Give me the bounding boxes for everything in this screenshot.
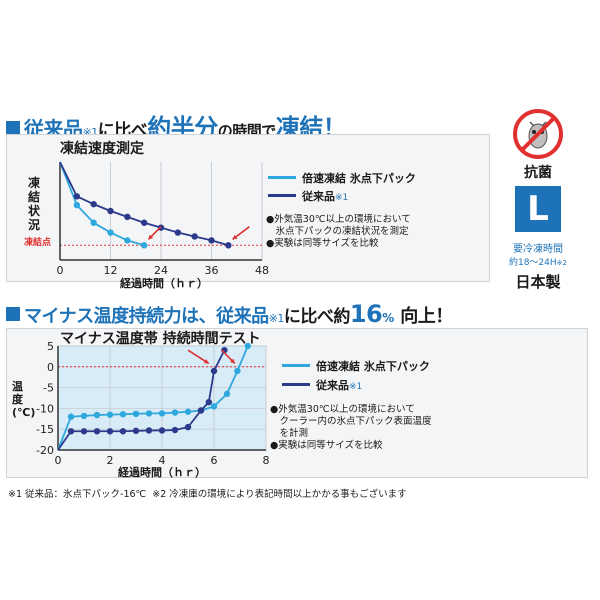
chart2-svg: 0 2 4 6 8 5 0 -5 -10 -15 -20	[36, 340, 270, 467]
data-point-0	[93, 411, 101, 419]
chart1-title: 凍結速度測定	[60, 141, 144, 157]
data-point-0	[132, 410, 140, 418]
data-point-0	[90, 219, 97, 226]
data-point-1	[158, 427, 166, 434]
chart1-panel	[6, 134, 490, 282]
chart1-legend-b: 従来品※1	[268, 188, 348, 204]
data-point-1	[107, 207, 114, 215]
data-point-0	[73, 201, 81, 209]
chart2-title: マイナス温度帯 持続時間テスト	[60, 331, 261, 347]
data-point-1	[225, 242, 232, 249]
data-point-1	[124, 213, 131, 221]
chart2-legend-b: 従来品※1	[282, 377, 362, 393]
y-tick-label: 5	[47, 340, 54, 353]
arrow-series-b-2-head	[203, 359, 209, 364]
data-point-1	[106, 428, 114, 435]
arrow-series-b-head	[232, 234, 238, 240]
data-point-0	[234, 367, 241, 375]
data-point-1	[191, 233, 198, 240]
x-tick-label: 0	[55, 454, 62, 467]
chart1-notes: ●外気温30℃以上の環境において 氷点下パックの凍結状況を測定 ●実験は同等サイ…	[266, 214, 411, 249]
freeze-time-label: 要冷凍時間	[513, 244, 563, 255]
data-point-0	[107, 229, 114, 236]
chart2-notes: ●外気温30℃以上の環境において クーラー内の氷点下パック表面温度 を計測 ●実…	[270, 404, 432, 451]
chart2-legend-a: 倍速凍結 氷点下パック	[282, 358, 430, 374]
data-point-0	[244, 342, 251, 350]
footer-note-2: ※2 冷凍庫の環境により表記時間以上かかる事もございます	[152, 489, 407, 500]
chart2-xlabel: 経過時間（ｈｒ）	[118, 466, 206, 479]
no-germs-icon	[513, 109, 563, 159]
data-point-1	[171, 426, 179, 434]
data-point-0	[210, 403, 218, 410]
data-point-0	[171, 409, 179, 416]
y-tick-label: -5	[43, 382, 54, 395]
x-tick-label: 12	[104, 264, 118, 277]
data-point-0	[119, 411, 127, 418]
square-bullet-icon-2	[6, 307, 20, 321]
x-tick-label: 48	[255, 264, 269, 277]
data-point-0	[223, 390, 231, 398]
data-point-0	[140, 242, 148, 249]
data-point-1	[174, 229, 182, 236]
data-point-0	[158, 410, 166, 417]
data-point-1	[210, 367, 218, 375]
chart1-freeze-label: 凍結点	[24, 238, 52, 248]
antibac-label: 抗菌	[524, 165, 552, 181]
data-point-1	[93, 428, 101, 435]
data-point-0	[145, 410, 153, 417]
y-tick-label: -15	[36, 423, 54, 436]
arrow-series-a-2-head	[230, 358, 235, 364]
chart1-legend-a: 倍速凍結 氷点下パック	[268, 170, 416, 186]
data-point-1	[197, 407, 205, 414]
data-point-0	[124, 237, 131, 244]
x-tick-label: 8	[263, 454, 270, 467]
data-point-0	[106, 411, 114, 418]
x-tick-label: 24	[154, 264, 168, 277]
y-tick-label: -10	[36, 402, 54, 415]
x-tick-label: 2	[107, 454, 114, 467]
legend-swatch-b	[268, 194, 296, 197]
legend-swatch-a-2	[282, 364, 310, 367]
data-point-1	[73, 193, 81, 200]
data-point-1	[67, 428, 75, 435]
chart1-xlabel: 経過時間（ｈｒ）	[120, 277, 208, 290]
data-point-0	[184, 408, 192, 415]
data-point-1	[119, 428, 127, 435]
y-tick-label: -20	[36, 444, 54, 457]
data-point-1	[208, 237, 215, 244]
x-tick-label: 36	[205, 264, 219, 277]
data-point-1	[184, 423, 192, 431]
footer-notes: ※1 従来品：氷点下パック-16℃ ※2 冷凍庫の環境により表記時間以上かかる事…	[8, 486, 407, 500]
series-line-0	[59, 161, 145, 247]
legend-swatch-a	[268, 176, 296, 179]
data-point-1	[140, 219, 148, 226]
data-point-1	[90, 200, 97, 208]
headline-minus-duration: マイナス温度持続力は、従来品※1に比べ約16% 向上！	[6, 300, 453, 328]
x-tick-label: 4	[159, 454, 166, 467]
footer-note-1: ※1 従来品：氷点下パック-16℃	[8, 489, 147, 500]
x-tick-label: 0	[57, 264, 64, 277]
chart1-ylabel: 凍結状況	[28, 176, 41, 232]
series-line-0	[57, 345, 249, 451]
series-line-1	[59, 161, 229, 247]
data-point-1	[80, 428, 88, 435]
size-badge: L	[515, 186, 561, 232]
legend-swatch-b-2	[282, 383, 310, 386]
arrow-series-a-head	[148, 234, 154, 240]
chart2-ylabel: 温度(℃)	[12, 380, 36, 419]
square-bullet-icon	[6, 121, 20, 135]
data-point-0	[80, 412, 88, 420]
data-point-1	[145, 427, 153, 434]
y-tick-label: 0	[47, 361, 54, 374]
freeze-time-range: 約18〜24H※2	[508, 258, 567, 268]
badge: 抗菌 L 要冷凍時間 約18〜24H※2 日本製	[500, 108, 576, 292]
data-point-1	[132, 427, 140, 435]
x-tick-label: 6	[211, 454, 218, 467]
data-point-1	[205, 398, 212, 406]
data-point-0	[67, 413, 75, 420]
made-in-japan: 日本製	[515, 273, 561, 291]
chart1-svg: 0 12 24 36 48	[57, 161, 269, 277]
